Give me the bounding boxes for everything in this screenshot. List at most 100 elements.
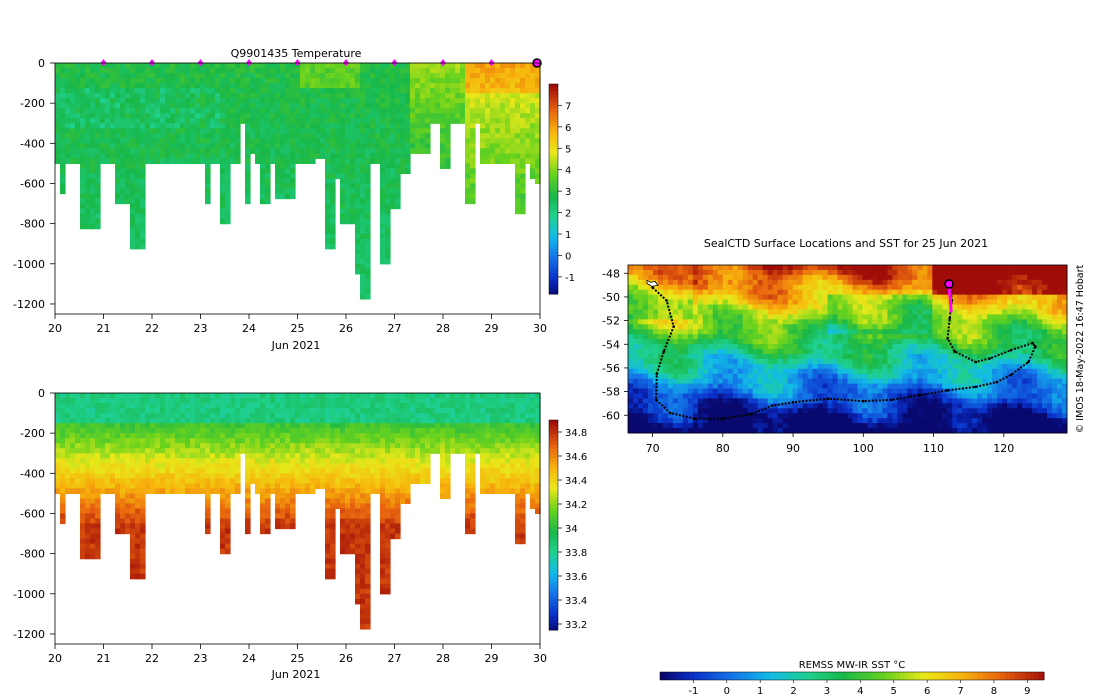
salinity-cell (60, 438, 66, 444)
salinity-cell (190, 398, 196, 404)
salinity-cell (465, 523, 471, 530)
temperature-cell (390, 98, 396, 104)
salinity-cell (80, 448, 86, 454)
temperature-cell (515, 78, 521, 84)
temperature-cell (480, 68, 486, 74)
temperature-cell (380, 198, 386, 205)
salinity-cell (145, 428, 151, 434)
temperature-cell (225, 163, 231, 170)
temperature-cell (345, 113, 351, 119)
temperature-cell (195, 68, 201, 74)
salinity-cell (250, 433, 256, 439)
salinity-cell (340, 418, 346, 424)
temperature-cell (420, 78, 426, 84)
temperature-cell (285, 148, 291, 154)
salinity-cell (340, 393, 346, 399)
salinity-cell (330, 458, 336, 464)
temperature-cell (190, 138, 196, 144)
sst-cell (628, 344, 634, 350)
temperature-cell (140, 193, 146, 200)
temperature-cell (395, 83, 401, 89)
salinity-cell (200, 433, 206, 439)
x-tick-label: 23 (194, 322, 208, 335)
temperature-cell (345, 203, 351, 210)
salinity-cell (80, 513, 86, 520)
temperature-cell (185, 88, 191, 94)
salinity-cell (400, 393, 406, 399)
salinity-cell (145, 408, 151, 414)
temperature-cell (280, 193, 286, 200)
salinity-cell (330, 433, 336, 439)
salinity-cell (135, 483, 141, 489)
salinity-cell (100, 448, 106, 454)
salinity-cell (350, 528, 356, 535)
salinity-cell (260, 508, 266, 515)
salinity-cell (275, 413, 281, 419)
temperature-cell (370, 123, 376, 129)
temperature-cell (330, 213, 336, 220)
salinity-cell (140, 568, 146, 575)
temperature-cell (520, 98, 526, 104)
salinity-cell (510, 468, 516, 474)
temperature-cell (370, 138, 376, 144)
salinity-panel: 20 21 22 23 24 25 26 27 28 29 30 0-200-400-600-800… (13, 387, 587, 681)
salinity-cell (275, 448, 281, 454)
temperature-cell (395, 173, 401, 180)
salinity-cell (60, 508, 66, 515)
salinity-cell (535, 508, 541, 515)
temperature-cell (420, 143, 426, 149)
salinity-cell (270, 423, 276, 429)
salinity-cell (170, 403, 176, 409)
salinity-cell (480, 408, 486, 414)
temperature-cell (485, 143, 491, 149)
salinity-cell (85, 548, 91, 555)
salinity-cell (195, 418, 201, 424)
salinity-cell (490, 458, 496, 464)
temperature-cell (235, 78, 241, 84)
temperature-cell (295, 73, 301, 79)
temperature-cell (410, 78, 416, 84)
temperature-cell (395, 183, 401, 190)
temperature-cell (325, 238, 331, 245)
temperature-cell (345, 183, 351, 190)
salinity-cell (300, 438, 306, 444)
salinity-cell (60, 408, 66, 414)
temperature-cell (270, 123, 276, 129)
salinity-cell (60, 428, 66, 434)
temperature-cell (360, 288, 366, 295)
salinity-cell (355, 453, 361, 459)
salinity-cell (80, 403, 86, 409)
salinity-cell (125, 463, 131, 469)
temperature-cell (195, 98, 201, 104)
salinity-cell (375, 418, 381, 424)
temperature-cell (400, 128, 406, 134)
temperature-cell (325, 68, 331, 74)
temperature-cell (380, 188, 386, 195)
temperature-cell (185, 158, 191, 164)
salinity-cell (80, 488, 86, 494)
temperature-cell (90, 138, 96, 144)
salinity-cell (75, 458, 81, 464)
temperature-cell (530, 133, 536, 139)
salinity-cell (210, 448, 216, 454)
salinity-cell (315, 483, 321, 489)
temperature-cell (390, 78, 396, 84)
temperature-cell (395, 93, 401, 99)
salinity-cell (300, 483, 306, 489)
salinity-cell (350, 473, 356, 479)
temperature-cell (300, 83, 306, 89)
temperature-cell (110, 123, 116, 129)
colorbar-tick-label: 1 (565, 230, 571, 241)
temperature-cell (150, 68, 156, 74)
salinity-cell (310, 428, 316, 434)
salinity-cell (480, 398, 486, 404)
temperature-cell (255, 153, 261, 159)
temperature-cell (180, 93, 186, 99)
salinity-cell (120, 528, 126, 535)
salinity-cell (500, 428, 506, 434)
temperature-cell (400, 103, 406, 109)
salinity-cell (235, 413, 241, 419)
temperature-cell (415, 103, 421, 109)
salinity-cell (135, 538, 141, 545)
salinity-cell (340, 528, 346, 535)
